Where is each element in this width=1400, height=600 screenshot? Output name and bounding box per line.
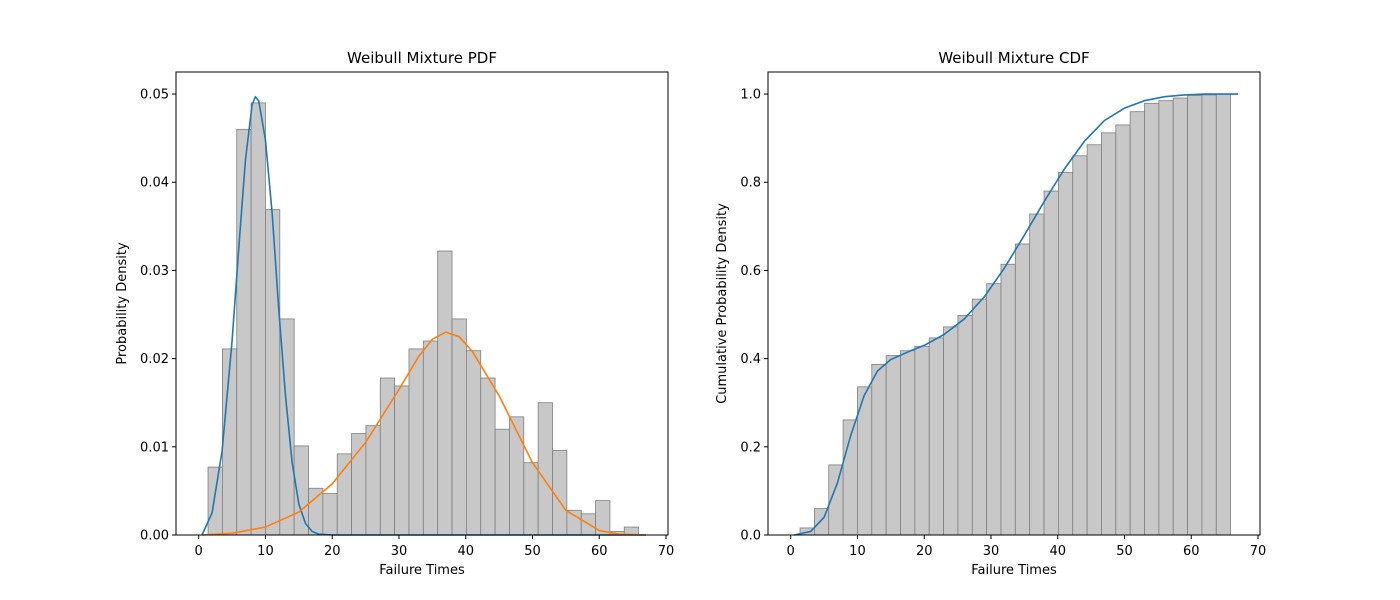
x-tick-label: 70 <box>1250 544 1267 559</box>
histogram-bar <box>1158 100 1174 536</box>
series-line-2 <box>201 331 646 536</box>
histogram-bar <box>871 363 887 536</box>
histogram-bar <box>1115 124 1131 536</box>
plot-frame <box>767 71 1261 536</box>
histogram-bars <box>799 93 1232 536</box>
x-axis-label: Failure Times <box>971 563 1057 578</box>
y-tick-label: 0.05 <box>140 88 169 103</box>
histogram-bar <box>537 402 553 536</box>
x-tick-label: 40 <box>457 544 474 559</box>
chart-panel-1: 0 10 20 30 40 50 60 70 0.00 0.01 0.02 0.03 0.04 0.05 W… <box>115 49 674 578</box>
y-tick-label: 0.2 <box>740 440 761 455</box>
histogram-bar <box>552 449 568 536</box>
histogram-bar <box>465 350 482 536</box>
histogram-bar <box>523 462 539 536</box>
histogram-bar <box>1187 94 1203 536</box>
x-tick-label: 60 <box>1183 544 1200 559</box>
x-axis-label: Failure Times <box>379 563 465 578</box>
y-tick-label: 0.03 <box>140 264 169 279</box>
histogram-bar <box>943 326 959 536</box>
histogram-bar <box>1101 132 1117 536</box>
histogram-bar <box>265 209 281 536</box>
histogram-bar <box>322 493 338 536</box>
histogram-bar <box>971 298 988 536</box>
histogram-bar <box>1014 243 1031 536</box>
histogram-bar <box>351 433 367 536</box>
x-tick-label: 40 <box>1049 544 1066 559</box>
x-tick-label: 20 <box>324 544 341 559</box>
y-tick-label: 0.8 <box>740 176 761 191</box>
histogram-bar <box>480 377 496 536</box>
plot-frame <box>175 71 669 536</box>
histogram-bar <box>1144 102 1160 536</box>
y-tick-label: 0.04 <box>140 176 169 191</box>
histogram-bar <box>1000 263 1016 536</box>
x-tick-label: 10 <box>849 544 866 559</box>
x-tick-label: 0 <box>195 544 203 559</box>
histogram-bar <box>1086 144 1102 536</box>
histogram-bar <box>1029 213 1045 536</box>
histogram-bar <box>928 337 944 536</box>
y-tick-label: 0.01 <box>140 440 169 455</box>
histogram-bar <box>900 350 916 536</box>
histogram-bar <box>885 355 901 536</box>
histogram-bar <box>379 377 396 536</box>
x-tick-label: 70 <box>658 544 675 559</box>
histogram-bar <box>394 385 410 536</box>
chart-panel-2: 0 10 20 30 40 50 60 70 0.0 0.2 0.4 0.6 0.8 1.0 Weibull… <box>715 49 1266 578</box>
histogram-bar <box>509 416 525 536</box>
histogram-bar <box>1043 190 1059 536</box>
x-tick-label: 60 <box>591 544 608 559</box>
y-tick-label: 0.02 <box>140 352 169 367</box>
histogram-bar <box>1072 155 1088 536</box>
histogram-bar <box>250 102 266 536</box>
histogram-bar <box>308 487 324 536</box>
histogram-bar <box>1172 97 1188 536</box>
chart-title: Weibull Mixture CDF <box>938 49 1089 67</box>
histogram-bar <box>336 453 352 536</box>
histogram-bar <box>451 318 467 536</box>
histogram-bar <box>207 466 223 536</box>
x-tick-label: 30 <box>983 544 1000 559</box>
histogram-bar <box>1201 94 1217 536</box>
histogram-bars <box>207 102 640 536</box>
x-tick-label: 30 <box>391 544 408 559</box>
histogram-bar <box>437 250 453 536</box>
histogram-bar <box>914 345 930 536</box>
y-tick-label: 0.4 <box>740 352 761 367</box>
histogram-bar <box>957 315 973 536</box>
histogram-bar <box>986 283 1002 536</box>
histogram-bar <box>566 509 582 536</box>
x-tick-label: 20 <box>916 544 933 559</box>
y-axis-label: Cumulative Probability Density <box>715 203 730 404</box>
y-tick-label: 0.00 <box>140 529 169 544</box>
histogram-bar <box>1057 172 1074 536</box>
chart-title: Weibull Mixture PDF <box>347 49 497 67</box>
y-tick-label: 0.6 <box>740 264 761 279</box>
histogram-bar <box>422 340 439 536</box>
histogram-bar <box>1215 93 1232 536</box>
histogram-bar <box>408 348 424 536</box>
y-tick-label: 1.0 <box>740 88 761 103</box>
x-tick-label: 10 <box>257 544 274 559</box>
y-axis-label: Probability Density <box>115 242 130 365</box>
histogram-bar <box>494 428 510 536</box>
series-line-1 <box>793 93 1238 536</box>
y-tick-label: 0.0 <box>740 529 761 544</box>
histogram-bar <box>365 425 381 536</box>
x-tick-label: 50 <box>1116 544 1133 559</box>
x-tick-label: 50 <box>524 544 541 559</box>
histogram-bar <box>1129 111 1145 536</box>
x-tick-label: 0 <box>787 544 795 559</box>
